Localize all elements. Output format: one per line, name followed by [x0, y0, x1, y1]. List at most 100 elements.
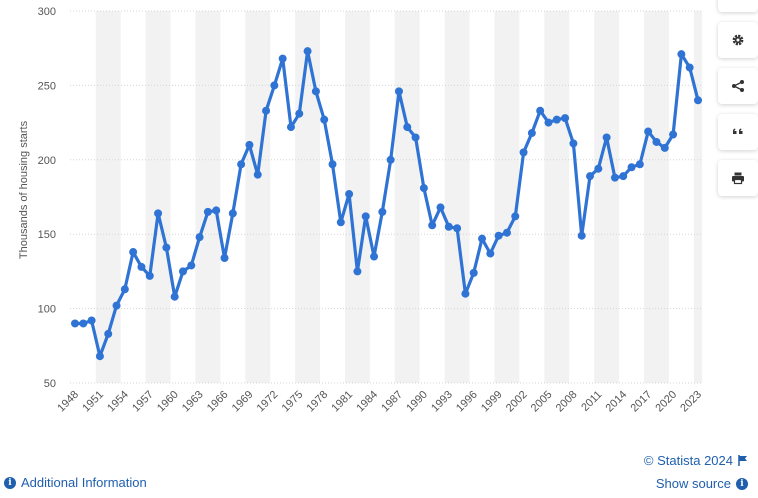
data-point	[320, 115, 329, 124]
data-point	[162, 243, 171, 252]
copyright-text: © Statista 2024	[643, 453, 733, 468]
background-band	[295, 11, 321, 383]
x-tick-label: 1999	[479, 389, 505, 415]
series-line	[75, 49, 700, 358]
y-tick-label: 50	[44, 378, 56, 390]
additional-information-label: Additional Information	[21, 475, 147, 490]
data-point	[494, 231, 503, 240]
x-tick-label: 2017	[628, 389, 654, 415]
data-point	[561, 114, 570, 123]
data-point	[278, 54, 287, 63]
data-point	[253, 170, 262, 179]
data-point	[295, 109, 304, 118]
data-point	[586, 172, 595, 181]
data-point	[145, 271, 154, 280]
data-point	[569, 139, 578, 148]
x-tick-label: 1978	[305, 389, 331, 415]
data-point	[536, 106, 545, 115]
y-tick-label: 150	[38, 229, 56, 241]
data-point	[502, 228, 511, 237]
data-point	[129, 248, 138, 257]
y-axis-label: Thousands of housing starts	[18, 120, 30, 259]
data-point	[544, 118, 553, 127]
series-housing-starts	[71, 47, 702, 361]
data-point	[345, 190, 354, 199]
y-tick-label: 100	[38, 304, 56, 316]
data-point	[178, 267, 187, 276]
background-band	[245, 11, 271, 383]
data-point	[378, 207, 387, 216]
data-point	[610, 173, 619, 182]
x-tick-label: 2005	[529, 389, 555, 415]
x-tick-label: 1969	[230, 389, 256, 415]
x-tick-label: 1987	[379, 389, 405, 415]
background-band	[644, 11, 669, 383]
print-button[interactable]	[718, 160, 758, 196]
print-icon	[732, 172, 744, 185]
x-tick-label: 2014	[604, 389, 630, 415]
x-tick-label: 1990	[404, 389, 430, 415]
data-point	[237, 160, 246, 169]
y-tick-label: 250	[38, 80, 56, 92]
data-point	[436, 203, 445, 212]
gear-icon	[732, 34, 744, 46]
share-icon	[732, 80, 744, 92]
settings-button[interactable]	[718, 22, 758, 58]
data-point	[212, 206, 221, 215]
data-point	[187, 261, 196, 270]
data-point	[228, 209, 237, 218]
data-point	[635, 160, 644, 169]
background-band	[195, 11, 221, 383]
data-point	[428, 221, 437, 230]
background-bands	[95, 11, 703, 383]
data-point	[328, 160, 337, 169]
data-point	[71, 319, 79, 328]
data-point	[453, 224, 462, 233]
data-point	[311, 87, 320, 96]
x-tick-label: 1948	[55, 389, 81, 415]
share-button[interactable]	[718, 68, 758, 104]
notification-button[interactable]	[718, 0, 758, 12]
data-point	[195, 233, 204, 242]
data-point	[154, 209, 163, 218]
y-tick-label: 200	[38, 155, 56, 167]
x-tick-label: 1954	[105, 389, 131, 415]
x-tick-label: 2008	[554, 389, 580, 415]
additional-information-link[interactable]: i Additional Information	[4, 475, 147, 490]
data-point	[444, 222, 453, 231]
data-point	[79, 319, 88, 328]
data-point	[303, 47, 312, 56]
data-point	[286, 123, 295, 132]
background-band	[544, 11, 570, 383]
data-point	[353, 267, 362, 276]
data-point	[486, 249, 495, 258]
quote-icon	[733, 128, 743, 134]
x-tick-label: 1960	[155, 389, 181, 415]
flag-icon[interactable]	[738, 455, 748, 466]
background-band	[444, 11, 470, 383]
data-point	[361, 212, 370, 221]
data-point	[627, 163, 636, 172]
data-point	[619, 172, 628, 181]
x-tick-label: 1975	[280, 389, 306, 415]
data-point	[677, 50, 686, 59]
x-tick-label: 1993	[429, 389, 455, 415]
data-point	[519, 148, 528, 157]
x-tick-label: 1984	[354, 389, 380, 415]
background-band	[145, 11, 171, 383]
cite-button[interactable]	[718, 114, 758, 150]
x-tick-label: 1963	[180, 389, 206, 415]
data-point	[594, 164, 603, 173]
data-point	[336, 218, 345, 227]
data-point	[478, 234, 487, 243]
show-source-label: Show source	[655, 476, 731, 491]
data-point	[461, 289, 470, 298]
data-point	[669, 130, 678, 139]
x-tick-label: 1996	[454, 389, 480, 415]
show-source-link[interactable]: Show source i	[656, 476, 748, 491]
data-point	[419, 184, 428, 193]
data-point	[469, 268, 478, 277]
data-point	[602, 133, 611, 142]
data-point	[644, 127, 653, 136]
data-point	[112, 301, 121, 310]
